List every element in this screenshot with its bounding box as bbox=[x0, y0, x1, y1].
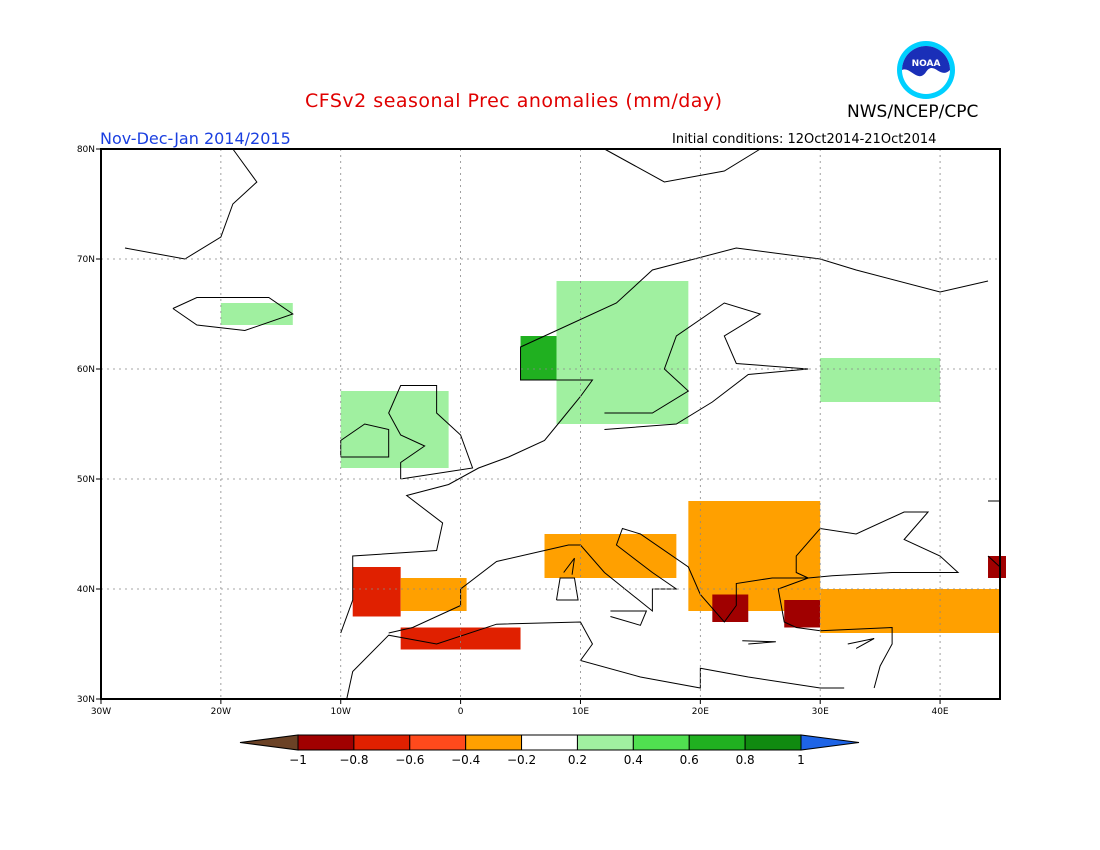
colorbar-low-arrow bbox=[239, 734, 299, 751]
anomaly-region bbox=[544, 534, 677, 578]
colorbar-label: 1 bbox=[797, 753, 805, 767]
agency-label: NWS/NCEP/CPC bbox=[847, 102, 979, 122]
coastline bbox=[555, 577, 579, 601]
colorbar-segment bbox=[632, 734, 690, 751]
anomaly-cells bbox=[220, 281, 1006, 650]
lat-tick-label: 30N bbox=[77, 695, 95, 705]
lon-tick-label: 10E bbox=[572, 707, 589, 717]
lon-tick-label: 0 bbox=[458, 707, 464, 717]
anomaly-region bbox=[340, 391, 449, 468]
lat-tick-label: 50N bbox=[77, 475, 95, 485]
anomaly-region bbox=[400, 627, 521, 650]
anomaly-region bbox=[352, 567, 401, 617]
colorbar-segment bbox=[688, 734, 746, 751]
initial-conditions: Initial conditions: 12Oct2014-21Oct2014 bbox=[672, 132, 937, 147]
lon-tick-label: 20E bbox=[692, 707, 709, 717]
anomaly-region bbox=[220, 303, 293, 325]
axis-ticks: 80N 70N 60N 50N 40N 30N 30W 20W 10W 0 10E 20E 30E 40E bbox=[77, 145, 949, 717]
colorbar-segment bbox=[576, 734, 634, 751]
noaa-logo-icon: NOAA bbox=[897, 41, 955, 99]
anomaly-region bbox=[988, 556, 1006, 578]
grid-lines bbox=[101, 149, 1000, 699]
colorbar-segment bbox=[744, 734, 802, 751]
colorbar-label: −1 bbox=[289, 753, 307, 767]
coastline bbox=[604, 148, 761, 183]
colorbar-high-arrow bbox=[800, 734, 860, 751]
lat-tick-label: 60N bbox=[77, 365, 95, 375]
lon-tick-label: 30E bbox=[812, 707, 829, 717]
coastline bbox=[346, 621, 845, 700]
colorbar-label: 0.8 bbox=[736, 753, 755, 767]
coastline bbox=[742, 640, 776, 645]
anomaly-region bbox=[784, 600, 821, 628]
colorbar-segment bbox=[521, 734, 578, 751]
colorbar-label: −0.2 bbox=[507, 753, 536, 767]
map-frame bbox=[100, 148, 1001, 700]
anomaly-region bbox=[820, 589, 1000, 633]
lon-tick-label: 20W bbox=[211, 707, 231, 717]
colorbar-label: −0.8 bbox=[339, 753, 368, 767]
coastline bbox=[172, 297, 294, 332]
colorbar-segment bbox=[297, 734, 355, 751]
lon-tick-label: 10W bbox=[331, 707, 351, 717]
colorbar: −1 −0.8 −0.6 −0.4 −0.2 0.2 0.4 0.6 0.8 1 bbox=[239, 734, 860, 767]
coastline bbox=[604, 302, 809, 430]
colorbar-label: −0.4 bbox=[451, 753, 480, 767]
anomaly-region bbox=[400, 578, 467, 611]
lon-tick-label: 40E bbox=[931, 707, 948, 717]
colorbar-segment bbox=[353, 734, 411, 751]
lat-tick-label: 40N bbox=[77, 585, 95, 595]
lat-tick-label: 80N bbox=[77, 145, 95, 155]
colorbar-segment bbox=[465, 734, 523, 751]
coastline bbox=[847, 638, 875, 649]
colorbar-label: 0.4 bbox=[624, 753, 643, 767]
coastline bbox=[563, 557, 575, 575]
coastline bbox=[610, 610, 648, 626]
anomaly-region bbox=[820, 358, 941, 402]
lat-tick-label: 70N bbox=[77, 255, 95, 265]
anomaly-region bbox=[556, 281, 689, 424]
colorbar-segment bbox=[409, 734, 467, 751]
chart-title: CFSv2 seasonal Prec anomalies (mm/day) bbox=[305, 90, 723, 112]
colorbar-label: 0.2 bbox=[568, 753, 587, 767]
forecast-period: Nov-Dec-Jan 2014/2015 bbox=[100, 129, 291, 148]
noaa-logo-text: NOAA bbox=[912, 59, 941, 69]
lon-tick-label: 30W bbox=[91, 707, 111, 717]
coastline bbox=[388, 385, 474, 480]
colorbar-label: 0.6 bbox=[680, 753, 699, 767]
coastline bbox=[124, 148, 258, 260]
anomaly-region bbox=[688, 501, 821, 611]
colorbar-label: −0.6 bbox=[395, 753, 424, 767]
anomaly-region bbox=[712, 594, 749, 622]
